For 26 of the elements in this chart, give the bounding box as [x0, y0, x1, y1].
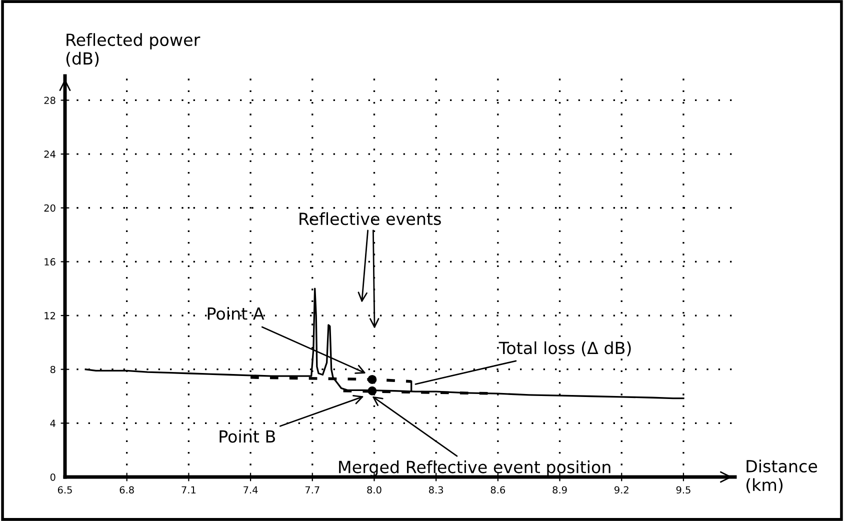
- x-tick-label: 8.9: [552, 486, 567, 494]
- x-tick-label: 8.3: [429, 486, 444, 494]
- y-tick-label: 8: [50, 366, 56, 374]
- y-tick-label: 12: [44, 312, 55, 320]
- y-tick-label: 28: [44, 96, 56, 104]
- y-tick-label: 16: [44, 258, 56, 266]
- annotation: Reflective events: [300, 212, 441, 226]
- x-tick-label: 7.7: [305, 486, 320, 494]
- x-tick-label: 6.8: [120, 486, 134, 494]
- x-tick-label: 7.4: [244, 486, 258, 494]
- annotation: Merged Reflective event position: [339, 460, 610, 477]
- x-tick-label: 6.5: [58, 486, 72, 494]
- annotation: Point A: [208, 306, 264, 320]
- y-tick-label: 24: [44, 150, 56, 158]
- y-tick-label: 4: [50, 420, 56, 427]
- y-tick-label: 0: [50, 473, 56, 481]
- x-tick-label: 9.5: [676, 486, 690, 494]
- x-tick-label: 8.0: [367, 486, 382, 494]
- x-axis-title: Distance (km): [746, 460, 818, 494]
- x-tick-label: 9.2: [614, 486, 628, 494]
- y-tick-label: 20: [44, 204, 56, 212]
- annotation: Total loss (Δ dB): [498, 341, 631, 356]
- y-axis-title: Reflected power (dB): [66, 33, 200, 67]
- x-tick-label: 8.6: [490, 486, 506, 494]
- x-tick-label: 7.1: [182, 486, 196, 494]
- annotation: Point B: [220, 430, 276, 443]
